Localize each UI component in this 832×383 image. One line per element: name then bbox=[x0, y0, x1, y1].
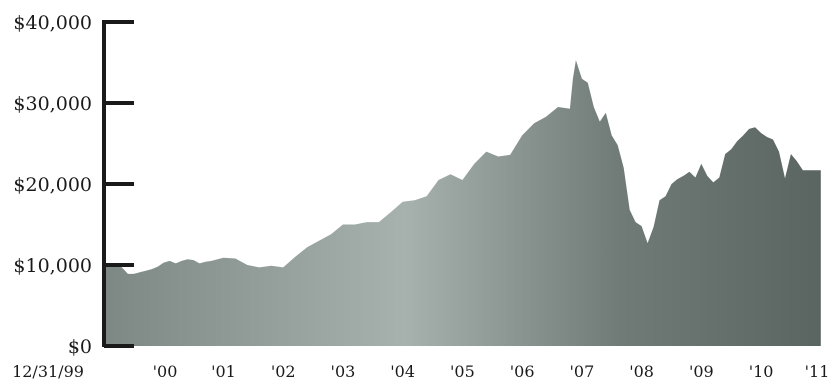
series-area bbox=[104, 60, 821, 346]
y-tick-label: $30,000 bbox=[13, 93, 92, 115]
x-tick-label: '08 bbox=[629, 362, 654, 381]
x-tick-label: '05 bbox=[450, 362, 475, 381]
y-tick-label: $20,000 bbox=[13, 174, 92, 196]
x-tick-label: '01 bbox=[211, 362, 236, 381]
x-tick-label: '10 bbox=[749, 362, 774, 381]
x-axis: 12/31/99 '00 '01 '02 '03 '04 '05 '06 '07 '08 '09 '1… bbox=[12, 362, 829, 381]
y-tick-label: $40,000 bbox=[13, 12, 92, 34]
x-tick-label: '03 bbox=[331, 362, 356, 381]
x-tick-label: '02 bbox=[271, 362, 296, 381]
y-axis: $0 $10,000 $20,000 $30,000 $40,000 bbox=[13, 12, 134, 358]
x-tick-label: '06 bbox=[510, 362, 535, 381]
y-tick-label: $10,000 bbox=[13, 255, 92, 277]
x-tick-label: '07 bbox=[569, 362, 594, 381]
x-tick-label: '00 bbox=[153, 362, 178, 381]
x-tick-label: '09 bbox=[689, 362, 714, 381]
x-tick-label: '11 bbox=[805, 362, 830, 381]
x-tick-label: 12/31/99 bbox=[12, 362, 84, 381]
plot-area bbox=[104, 60, 821, 346]
x-tick-label: '04 bbox=[390, 362, 415, 381]
y-tick-label: $0 bbox=[68, 336, 92, 358]
